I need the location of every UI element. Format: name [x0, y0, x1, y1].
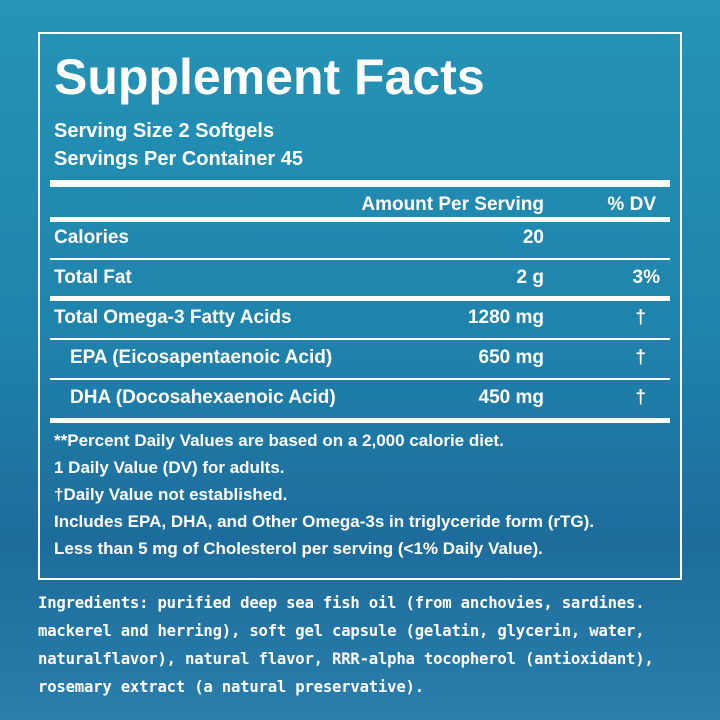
- footnote: 1 Daily Value (DV) for adults.: [54, 458, 285, 477]
- amount-header: Amount Per Serving: [361, 194, 544, 215]
- ingredients-line: Ingredients: purified deep sea fish oil …: [38, 594, 645, 612]
- serving-size: Serving Size 2 Softgels: [54, 120, 275, 142]
- row-dv: 3%: [632, 267, 660, 288]
- footnote: **Percent Daily Values are based on a 2,…: [54, 431, 504, 450]
- rule: [50, 338, 670, 340]
- footnote: †Daily Value not established.: [54, 485, 288, 504]
- row-amount: 450 mg: [478, 387, 544, 408]
- rule: [50, 418, 670, 423]
- row-name: Total Fat: [54, 267, 132, 288]
- facts-panel: Supplement Facts Serving Size 2 Softgels…: [38, 32, 682, 580]
- footnote: Less than 5 mg of Cholesterol per servin…: [54, 539, 543, 558]
- row-dv: †: [635, 347, 646, 368]
- row-name: Calories: [54, 227, 129, 248]
- rule: [50, 180, 670, 187]
- ingredients-line: naturalflavor), natural flavor, RRR-alph…: [38, 650, 654, 668]
- rule: [50, 296, 670, 301]
- ingredients-line: mackerel and herring), soft gel capsule …: [38, 622, 645, 640]
- row-amount: 650 mg: [478, 347, 544, 368]
- row-amount: 20: [522, 227, 544, 248]
- title: Supplement Facts: [54, 49, 485, 105]
- rule: [50, 378, 670, 380]
- row-amount: 1280 mg: [467, 307, 544, 328]
- row-dv: †: [635, 307, 646, 328]
- row-name: DHA (Docosahexaenoic Acid): [70, 387, 336, 408]
- servings-per-container: Servings Per Container 45: [54, 148, 303, 170]
- row-amount: 2 g: [516, 267, 544, 288]
- row-dv: †: [635, 387, 646, 408]
- rule: [50, 258, 670, 260]
- row-name: EPA (Eicosapentaenoic Acid): [70, 347, 333, 368]
- dv-header: % DV: [607, 194, 656, 215]
- ingredients-line: rosemary extract (a natural preservative…: [38, 678, 424, 696]
- footnote: Includes EPA, DHA, and Other Omega-3s in…: [54, 512, 595, 531]
- rule: [50, 217, 670, 222]
- row-name: Total Omega-3 Fatty Acids: [54, 307, 292, 328]
